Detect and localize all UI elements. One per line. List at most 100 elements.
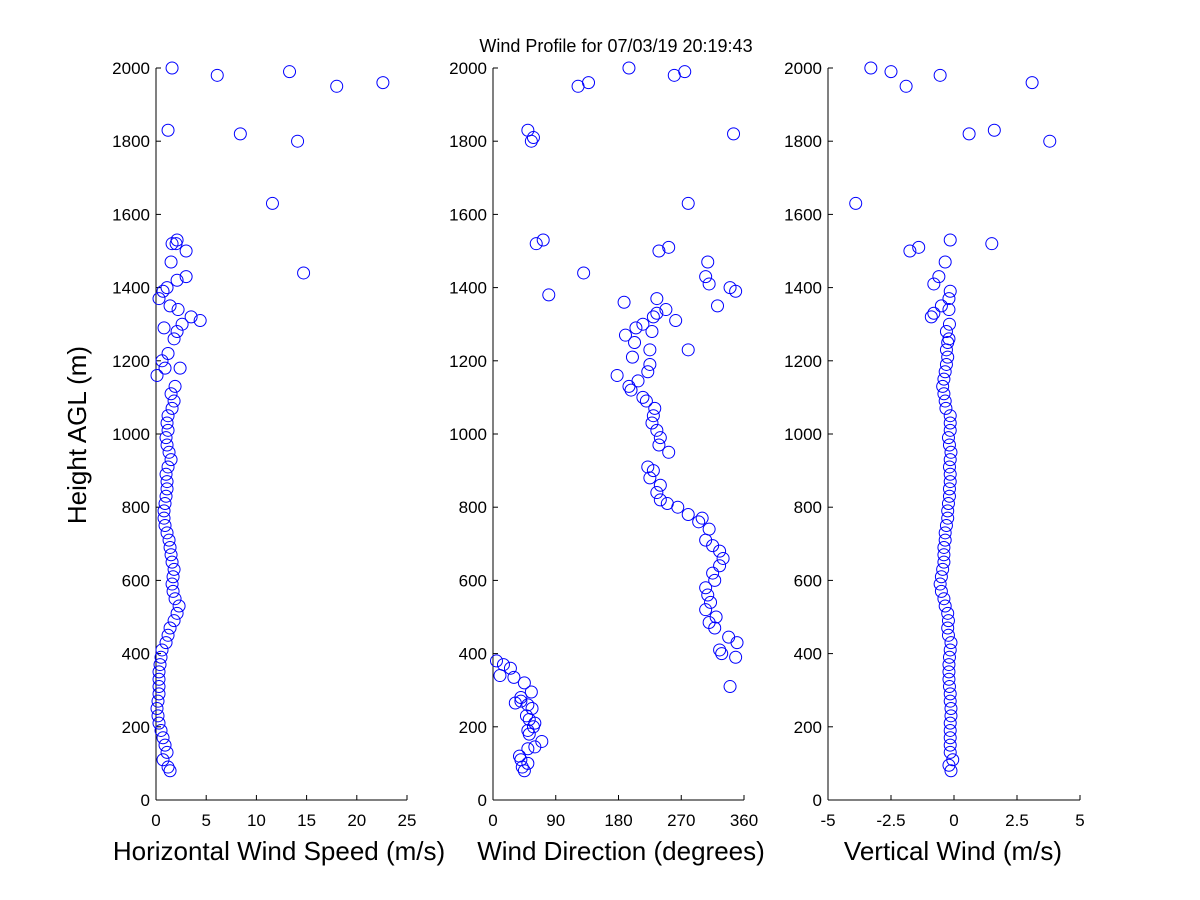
data-point (927, 306, 941, 320)
data-point (164, 548, 178, 562)
data-point (962, 127, 976, 141)
x-tick-labels: -5 -2.5 0 2.5 5 (820, 811, 1084, 830)
tick-marks (492, 67, 745, 801)
data-point (662, 240, 676, 254)
data-point (943, 475, 957, 489)
data-point (722, 630, 736, 644)
data-point (699, 603, 713, 617)
data-point (653, 478, 667, 492)
y-tick-label: 2000 (449, 59, 487, 78)
data-point (152, 687, 166, 701)
data-point (938, 365, 952, 379)
data-point (942, 650, 956, 664)
y-tick-label: 800 (459, 498, 487, 517)
data-point (577, 266, 591, 280)
data-point (157, 504, 171, 518)
data-point (709, 610, 723, 624)
data-point (160, 482, 174, 496)
data-point (283, 65, 297, 79)
x-tick-labels: 0 5 10 15 20 25 (151, 811, 416, 830)
y-tick-label: 1400 (784, 279, 822, 298)
data-point (946, 753, 960, 767)
data-point (160, 281, 174, 295)
data-point (941, 628, 955, 642)
data-point (158, 519, 172, 532)
data-point (646, 310, 660, 324)
x-tick-label: 15 (297, 811, 316, 830)
data-point (937, 592, 951, 606)
wind-direction-panel: 0 200 400 600 800 1000 1200 1400 1600 1800 2000 0 9… (449, 59, 765, 866)
data-point (678, 65, 692, 79)
y-tick-label: 1600 (784, 205, 822, 224)
data-point (156, 284, 170, 298)
x-tick-label: -5 (820, 811, 835, 830)
data-point (151, 694, 165, 708)
data-point (514, 694, 528, 708)
data-point (942, 460, 956, 474)
data-point (156, 753, 170, 767)
y-tick-label: 1400 (449, 279, 487, 298)
data-point (681, 196, 695, 210)
data-point (943, 233, 957, 247)
y-tick-label: 800 (794, 498, 822, 517)
data-point (489, 654, 503, 668)
data-point (164, 453, 178, 467)
data-point (849, 196, 863, 210)
data-point (159, 431, 173, 445)
data-point (659, 303, 673, 317)
data-point (864, 61, 878, 75)
data-point (942, 438, 956, 452)
data-point (702, 277, 716, 291)
data-point (159, 636, 173, 650)
y-tick-label: 200 (459, 718, 487, 737)
x-tick-label: 180 (604, 811, 632, 830)
x-tick-label: 0 (151, 811, 160, 830)
y-tick-label: 600 (122, 571, 150, 590)
data-point (944, 709, 958, 723)
data-point (938, 255, 952, 269)
tick-marks (827, 67, 1081, 801)
y-tick-label: 1800 (112, 132, 150, 151)
data-point (526, 131, 540, 145)
data-point (150, 702, 164, 715)
data-point (936, 379, 950, 393)
data-point (641, 365, 655, 379)
data-point (937, 555, 951, 569)
data-point (941, 504, 955, 518)
data-point (165, 61, 179, 75)
data-point (942, 482, 956, 496)
data-point (628, 336, 642, 349)
data-point (154, 723, 168, 737)
data-point (152, 292, 166, 306)
x-tick-label: 0 (949, 811, 958, 830)
data-point (160, 438, 174, 452)
data-point (937, 540, 951, 554)
data-point (650, 292, 664, 306)
data-point (639, 394, 653, 408)
data-point (699, 270, 713, 284)
data-point (167, 394, 181, 408)
data-point (517, 676, 531, 690)
x-tick-label: 20 (347, 811, 366, 830)
data-point (542, 288, 556, 302)
data-point (934, 584, 948, 598)
data-point (210, 68, 224, 82)
data-point (939, 357, 953, 371)
data-point (622, 61, 636, 75)
data-point (524, 134, 538, 148)
data-point (937, 548, 951, 562)
data-point (650, 486, 664, 500)
data-point (1025, 76, 1039, 90)
data-point (160, 745, 174, 759)
data-point (163, 540, 177, 554)
data-point (165, 577, 179, 591)
data-point (160, 475, 174, 489)
data-point (157, 511, 171, 525)
data-points (150, 61, 390, 778)
data-point (158, 497, 172, 511)
data-point (943, 723, 957, 737)
data-point (233, 127, 247, 141)
data-point (629, 321, 643, 335)
data-point (153, 658, 167, 672)
